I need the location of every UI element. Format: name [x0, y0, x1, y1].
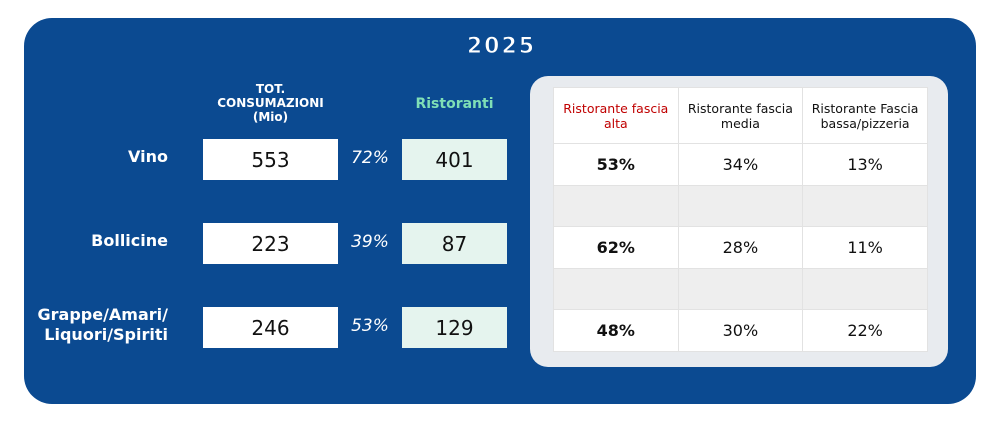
- ristoranti-value: 87: [402, 223, 507, 264]
- label-line: Bollicine: [91, 231, 168, 250]
- cell: 34%: [677, 143, 804, 186]
- empty-cell: [553, 268, 679, 310]
- header-line: (Mio): [252, 110, 289, 124]
- spacer-row: [553, 268, 928, 310]
- share-table: Ristorante fascia alta Ristorante fascia…: [553, 87, 928, 352]
- cell: 22%: [802, 309, 928, 352]
- share-value: 39%: [351, 232, 389, 252]
- cell: 13%: [802, 143, 928, 186]
- total-value: 246: [203, 307, 338, 348]
- label-line: Liquori/Spiriti: [44, 325, 168, 344]
- row-label: Grappe/Amari/Liquori/Spiriti: [0, 305, 169, 345]
- cell: 30%: [677, 309, 804, 352]
- header-line: CONSUMAZIONI: [217, 96, 324, 110]
- share-value: 72%: [351, 148, 389, 168]
- table-row: 53% 34% 13%: [553, 143, 928, 186]
- spacer-row: [553, 185, 928, 227]
- cell: 11%: [802, 226, 928, 269]
- total-value: 553: [203, 139, 338, 180]
- header-row: Ristorante fascia alta Ristorante fascia…: [553, 87, 928, 144]
- cell: 62%: [553, 226, 679, 269]
- row-label: Bollicine: [0, 231, 168, 251]
- table-row: 48% 30% 22%: [553, 309, 928, 352]
- column-header: Ristorante fascia media: [677, 87, 804, 144]
- cell: 28%: [677, 226, 804, 269]
- cell: 53%: [553, 143, 679, 186]
- total-value: 223: [203, 223, 338, 264]
- empty-cell: [553, 185, 679, 227]
- column-header: Ristorante fascia alta: [553, 87, 679, 144]
- title: 2025: [466, 34, 537, 60]
- ristoranti-value: 129: [402, 307, 507, 348]
- empty-cell: [802, 268, 928, 310]
- empty-cell: [802, 185, 928, 227]
- empty-cell: [677, 185, 804, 227]
- row-label: Vino: [0, 147, 168, 167]
- cell: 48%: [553, 309, 679, 352]
- label-line: Vino: [128, 147, 168, 166]
- empty-cell: [677, 268, 804, 310]
- header-line: TOT.: [255, 82, 286, 96]
- share-value: 53%: [351, 316, 389, 336]
- column-header: Ristorante Fascia bassa/pizzeria: [802, 87, 928, 144]
- ristoranti-header: Ristoranti: [415, 96, 494, 112]
- total-header: TOT. CONSUMAZIONI (Mio): [203, 82, 338, 124]
- table-row: 62% 28% 11%: [553, 226, 928, 269]
- label-line: Grappe/Amari/: [37, 305, 169, 324]
- ristoranti-value: 401: [402, 139, 507, 180]
